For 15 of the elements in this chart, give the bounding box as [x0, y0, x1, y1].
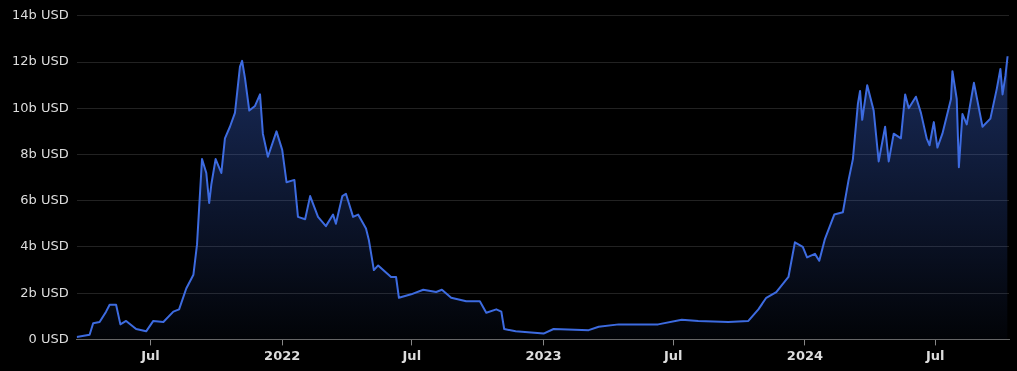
x-tick-label: Jul	[140, 347, 160, 363]
x-tick-label: 2024	[786, 347, 824, 363]
x-tick-label: 2023	[525, 347, 562, 363]
y-tick-label: 6b USD	[20, 192, 69, 208]
y-tick-label: 0 USD	[28, 330, 69, 346]
x-tick-label: Jul	[924, 347, 945, 363]
x-tick-label: 2022	[264, 347, 301, 363]
y-tick-label: 14b USD	[11, 7, 69, 23]
y-tick-label: 12b USD	[11, 53, 69, 69]
y-tick-label: 4b USD	[20, 238, 69, 254]
x-tick-label: Jul	[401, 347, 422, 363]
y-tick-label: 2b USD	[20, 284, 69, 300]
y-tick-label: 10b USD	[11, 99, 69, 115]
x-tick-label: Jul	[662, 347, 683, 363]
y-tick-label: 8b USD	[20, 145, 69, 161]
